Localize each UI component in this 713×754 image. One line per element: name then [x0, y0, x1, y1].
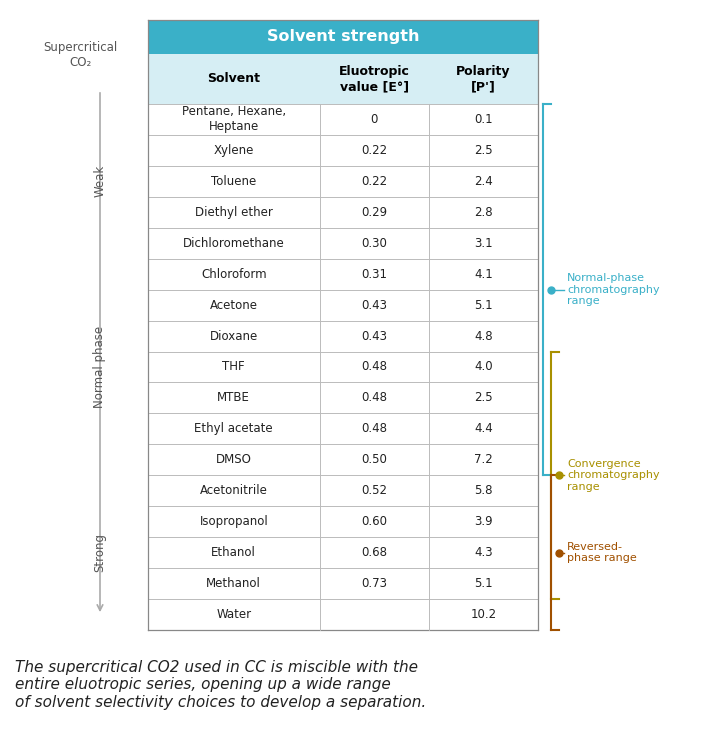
- Text: Dioxane: Dioxane: [210, 329, 258, 342]
- Text: Ethyl acetate: Ethyl acetate: [195, 422, 273, 435]
- Text: 0.22: 0.22: [361, 144, 387, 157]
- Text: 0.60: 0.60: [361, 515, 387, 529]
- Text: MTBE: MTBE: [217, 391, 250, 404]
- Text: Dichloromethane: Dichloromethane: [183, 237, 284, 250]
- Bar: [148, 54, 538, 104]
- Text: 4.3: 4.3: [474, 546, 493, 559]
- Text: 0.43: 0.43: [361, 329, 387, 342]
- Text: 5.1: 5.1: [474, 577, 493, 590]
- Text: 4.4: 4.4: [474, 422, 493, 435]
- Text: Acetonitrile: Acetonitrile: [200, 484, 268, 498]
- Text: 5.1: 5.1: [474, 299, 493, 311]
- Text: 0.43: 0.43: [361, 299, 387, 311]
- Text: Normal phase: Normal phase: [93, 326, 106, 408]
- Text: Isopropanol: Isopropanol: [200, 515, 268, 529]
- Text: 0: 0: [371, 113, 378, 126]
- Text: 2.8: 2.8: [474, 206, 493, 219]
- Text: 0.30: 0.30: [361, 237, 387, 250]
- Text: 0.52: 0.52: [361, 484, 387, 498]
- Text: 5.8: 5.8: [474, 484, 493, 498]
- Text: 10.2: 10.2: [471, 608, 496, 621]
- Text: 0.31: 0.31: [361, 268, 387, 280]
- Text: Acetone: Acetone: [210, 299, 258, 311]
- Text: Pentane, Hexane,
Heptane: Pentane, Hexane, Heptane: [182, 106, 286, 133]
- Text: 0.48: 0.48: [361, 422, 387, 435]
- Text: Normal-phase
chromatography
range: Normal-phase chromatography range: [567, 273, 660, 306]
- Text: 7.2: 7.2: [474, 453, 493, 466]
- Text: 4.0: 4.0: [474, 360, 493, 373]
- Text: Toluene: Toluene: [211, 175, 257, 188]
- Text: Supercritical
CO₂: Supercritical CO₂: [43, 41, 117, 69]
- Text: 3.1: 3.1: [474, 237, 493, 250]
- Text: 0.68: 0.68: [361, 546, 387, 559]
- Text: 4.1: 4.1: [474, 268, 493, 280]
- Text: 3.9: 3.9: [474, 515, 493, 529]
- Text: Weak: Weak: [93, 165, 106, 198]
- Text: THF: THF: [222, 360, 245, 373]
- Text: Convergence
chromatography
range: Convergence chromatography range: [567, 458, 660, 492]
- Text: Diethyl ether: Diethyl ether: [195, 206, 273, 219]
- Text: 2.5: 2.5: [474, 144, 493, 157]
- Text: Polarity
[P']: Polarity [P']: [456, 65, 511, 93]
- Text: The supercritical CO2 used in CC is miscible with the
entire eluotropic series, : The supercritical CO2 used in CC is misc…: [15, 660, 426, 710]
- Text: 0.29: 0.29: [361, 206, 387, 219]
- Text: Solvent strength: Solvent strength: [267, 29, 419, 44]
- Text: 2.4: 2.4: [474, 175, 493, 188]
- Text: DMSO: DMSO: [216, 453, 252, 466]
- Text: 4.8: 4.8: [474, 329, 493, 342]
- Text: Ethanol: Ethanol: [211, 546, 256, 559]
- Text: 0.22: 0.22: [361, 175, 387, 188]
- Text: Solvent: Solvent: [207, 72, 260, 85]
- Text: Water: Water: [216, 608, 252, 621]
- Text: 0.50: 0.50: [361, 453, 387, 466]
- Text: Methanol: Methanol: [206, 577, 261, 590]
- Text: 0.48: 0.48: [361, 391, 387, 404]
- Text: 0.48: 0.48: [361, 360, 387, 373]
- Text: Chloroform: Chloroform: [201, 268, 267, 280]
- Bar: [148, 20, 538, 54]
- Text: Eluotropic
value [E°]: Eluotropic value [E°]: [339, 65, 410, 93]
- Text: 0.73: 0.73: [361, 577, 387, 590]
- Text: Strong: Strong: [93, 533, 106, 572]
- Text: 2.5: 2.5: [474, 391, 493, 404]
- Text: 0.1: 0.1: [474, 113, 493, 126]
- Text: Reversed-
phase range: Reversed- phase range: [567, 542, 637, 563]
- Text: Xylene: Xylene: [214, 144, 254, 157]
